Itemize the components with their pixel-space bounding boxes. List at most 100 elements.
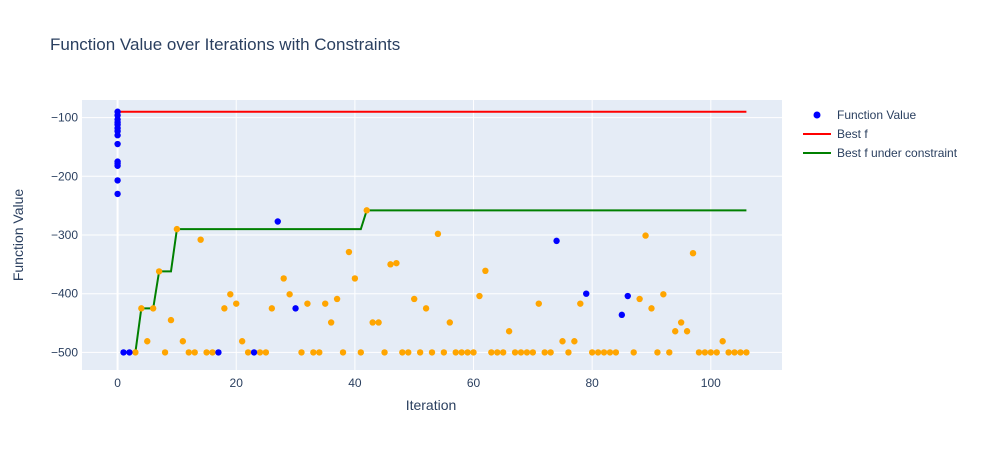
x-tick-label: 40 [348,376,362,390]
feasible-point [132,349,139,356]
feasible-point [280,275,287,282]
feasible-point [541,349,548,356]
feasible-point [505,328,513,335]
infeasible-point [292,305,299,312]
feasible-point [351,275,359,282]
feasible-point [719,338,726,345]
legend: Function Value Best f Best f under const… [803,108,958,160]
feasible-point [523,349,531,356]
feasible-point [405,349,412,356]
infeasible-point [624,292,631,300]
feasible-point [399,349,406,356]
infeasible-point [114,140,121,148]
y-tick-label: −400 [51,287,78,301]
feasible-point [375,319,382,326]
feasible-point [660,291,667,298]
feasible-point [648,305,655,312]
infeasible-point [250,349,258,356]
infeasible-point [120,349,127,356]
feasible-point [636,295,643,303]
feasible-point [327,319,335,326]
feasible-point [138,305,145,312]
feasible-point [339,349,347,356]
feasible-point [535,300,542,307]
feasible-point [422,305,430,312]
feasible-point [511,349,519,356]
legend-label-function-value: Function Value [837,108,916,122]
feasible-point [173,225,181,233]
feasible-point [209,349,216,356]
feasible-point [672,328,679,335]
feasible-point [446,319,453,326]
feasible-point [577,300,584,307]
feasible-point [381,349,388,356]
feasible-point [606,349,614,356]
data-points [114,108,750,356]
feasible-point [654,349,661,356]
feasible-point [588,349,596,356]
feasible-point [238,338,246,345]
feasible-point [333,295,341,303]
feasible-point [725,349,732,356]
feasible-point [529,349,537,356]
feasible-point [600,349,608,356]
legend-item-best-f-under-constraint[interactable]: Best f under constraint [803,146,958,160]
feasible-point [452,349,459,356]
infeasible-point [553,237,560,245]
y-tick-label: −200 [51,169,78,183]
series-lines [117,110,747,353]
feasible-point [304,300,311,307]
feasible-point [434,230,442,238]
feasible-point [488,349,495,356]
feasible-point [161,349,169,356]
y-tick-label: −100 [51,111,78,125]
feasible-point [179,338,187,345]
x-axis-label: Iteration [406,397,457,413]
x-tick-label: 60 [467,376,481,390]
feasible-point [642,232,649,239]
feasible-point [411,295,418,303]
feasible-point [393,259,400,267]
feasible-point [470,349,477,356]
feasible-point [547,349,554,356]
feasible-point [298,349,305,356]
infeasible-point [114,177,121,184]
feasible-point [227,291,234,298]
legend-item-function-value[interactable]: Function Value [813,108,917,122]
feasible-point [677,319,685,326]
feasible-point [683,328,691,335]
feasible-point [476,292,483,300]
feasible-point [149,305,157,312]
feasible-point [256,349,264,356]
feasible-point [458,349,465,356]
feasible-point [363,207,370,214]
x-tick-label: 0 [114,376,121,390]
legend-marker-function-value [813,111,821,119]
feasible-point [701,349,709,356]
feasible-point [666,349,673,356]
feasible-point [387,261,394,268]
legend-item-best-f[interactable]: Best f [803,127,868,141]
feasible-point [268,305,276,312]
feasible-point [713,349,720,356]
feasible-point [464,349,471,356]
feasible-point [286,291,293,298]
feasible-point [571,338,578,345]
feasible-point [369,319,376,326]
feasible-point [197,236,204,243]
feasible-point [743,349,750,356]
infeasible-point [126,349,133,356]
infeasible-point [114,162,121,169]
feasible-point [167,316,175,324]
feasible-point [517,349,525,356]
feasible-point [689,249,697,257]
feasible-point [310,349,317,356]
feasible-point [707,349,715,356]
x-tick-label: 80 [585,376,599,390]
x-tick-label: 20 [230,376,244,390]
feasible-point [316,349,323,356]
y-axis-label: Function Value [10,189,26,282]
feasible-point [612,349,620,356]
feasible-point [357,349,365,356]
